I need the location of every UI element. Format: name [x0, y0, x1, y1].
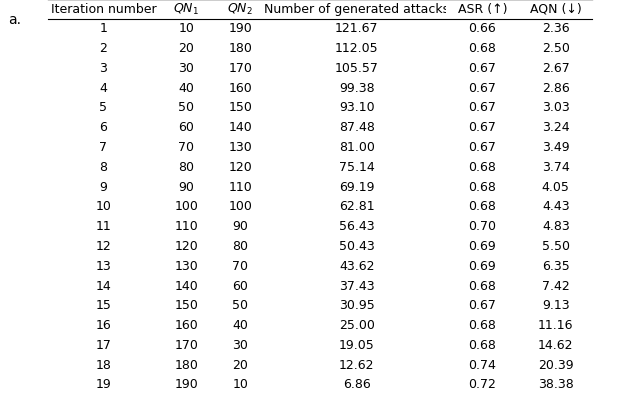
Text: a.: a.	[8, 13, 20, 27]
